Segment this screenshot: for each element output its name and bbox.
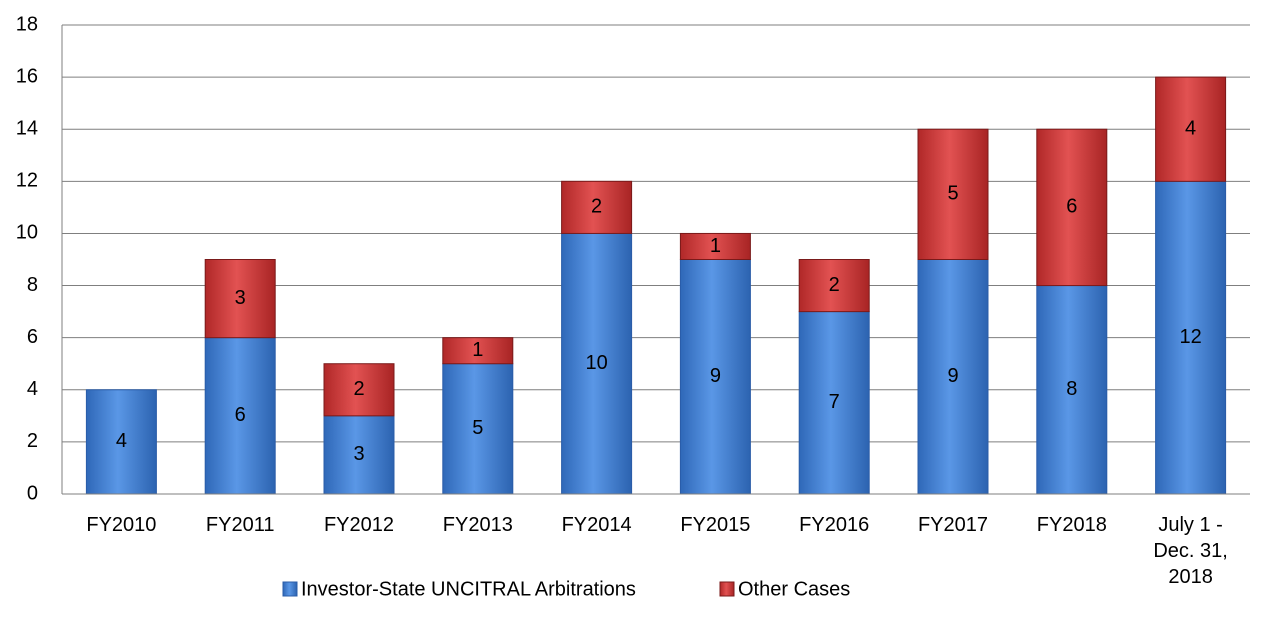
x-tick-label: FY2010: [86, 514, 157, 536]
bar-segment: [1155, 76, 1227, 182]
bar-segment: [85, 389, 157, 495]
data-label: 8: [1066, 378, 1077, 400]
x-tick-label-box: FY2018: [1036, 514, 1107, 536]
bar-segment: [917, 128, 989, 260]
x-tick-label-box: FY2013: [442, 514, 513, 536]
y-tick-label: 18: [16, 13, 38, 35]
y-tick-label: 8: [27, 274, 38, 296]
data-label: 3: [353, 443, 364, 465]
data-label: 6: [1066, 196, 1077, 218]
bar-segment: [1036, 285, 1108, 495]
x-tick-label: FY2011: [205, 514, 275, 536]
y-tick-label: 10: [16, 222, 38, 244]
y-tick-label: 14: [16, 118, 38, 140]
data-label: 4: [1185, 118, 1196, 140]
data-label: 3: [235, 287, 246, 309]
x-tick-label-box: FY2012: [323, 514, 395, 536]
bar-segment: [323, 415, 395, 495]
x-tick-label: FY2012: [323, 514, 395, 536]
data-label: 4: [116, 430, 127, 452]
bar-segment: [204, 259, 276, 339]
x-tick-label-box: FY2017: [917, 514, 989, 536]
x-tick-label: FY2016: [799, 514, 870, 536]
data-label: 9: [710, 365, 721, 387]
data-label: 1: [710, 235, 721, 257]
bar-segment: [679, 232, 751, 260]
bar-segment: [798, 259, 870, 313]
data-label: 2: [591, 196, 602, 218]
x-tick-label: FY2014: [561, 514, 632, 536]
bar-segment: [442, 337, 514, 365]
bar-segment: [679, 259, 751, 495]
data-label: 7: [829, 391, 840, 413]
data-label: 5: [947, 183, 958, 205]
x-tick-label-box: FY2016: [799, 514, 870, 536]
bar-segment: [561, 180, 633, 234]
x-tick-label: FY2017: [917, 514, 989, 536]
data-label: 12: [1179, 326, 1201, 348]
data-label: 1: [472, 339, 483, 361]
data-label: 2: [829, 274, 840, 296]
y-tick-label: 4: [27, 378, 38, 400]
legend-label: Investor-State UNCITRAL Arbitrations: [301, 578, 636, 600]
y-tick-label: 0: [27, 482, 38, 504]
x-tick-label-box: FY2015: [680, 514, 751, 536]
data-label: 5: [472, 417, 483, 439]
bar-segment: [204, 337, 276, 495]
bar-segment: [561, 232, 633, 495]
data-label: 2: [353, 378, 364, 400]
x-tick-label-box: July 1 - Dec. 31, 2018: [1153, 514, 1228, 588]
y-tick-label: 2: [27, 430, 38, 452]
legend-swatch: [719, 581, 735, 597]
x-tick-label-box: FY2014: [561, 514, 632, 536]
x-tick-label: FY2015: [680, 514, 751, 536]
x-tick-label: FY2018: [1036, 514, 1107, 536]
legend-label: Other Cases: [738, 578, 850, 600]
data-label: 6: [235, 404, 246, 426]
x-tick-label: July 1 - Dec. 31, 2018: [1153, 514, 1228, 588]
x-tick-label-box: FY2010: [86, 514, 157, 536]
bar-segment: [1155, 180, 1227, 495]
data-label: 9: [947, 365, 958, 387]
data-label: 10: [585, 352, 607, 374]
y-tick-label: 12: [16, 170, 38, 192]
bar-segment: [798, 311, 870, 495]
bar-segment: [323, 363, 395, 417]
y-tick-label: 16: [16, 65, 38, 87]
legend-swatch: [282, 581, 298, 597]
x-tick-label: FY2013: [442, 514, 513, 536]
x-tick-label-box: FY2011: [205, 514, 275, 536]
bar-segment: [1036, 128, 1108, 287]
y-tick-label: 6: [27, 326, 38, 348]
